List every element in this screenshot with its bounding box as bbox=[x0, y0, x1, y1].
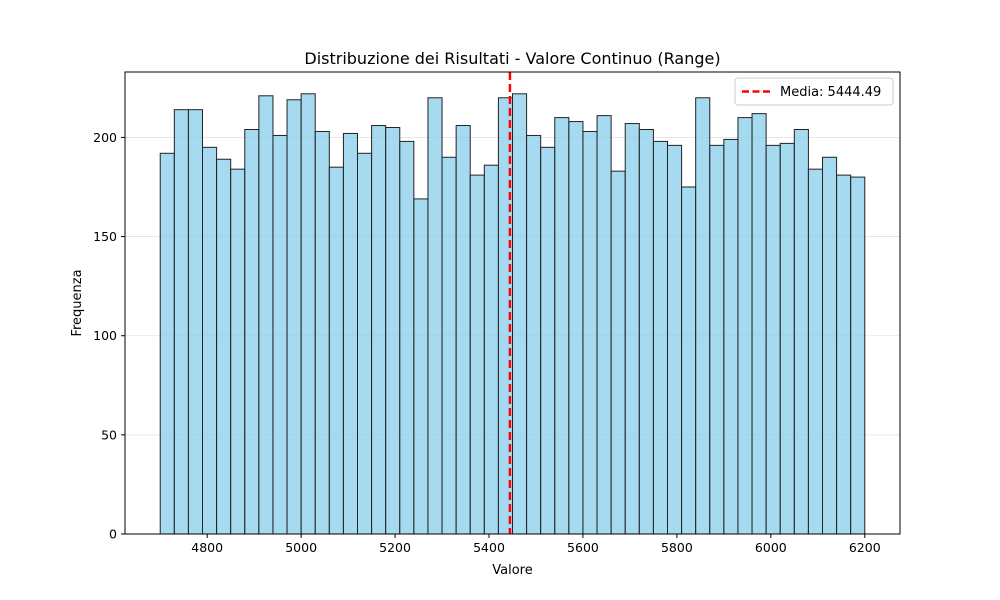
histogram-bar bbox=[765, 144, 781, 535]
y-tick-label: 150 bbox=[93, 229, 117, 244]
histogram-bar bbox=[610, 170, 626, 535]
histogram-bar bbox=[159, 152, 175, 535]
histogram-bar bbox=[850, 176, 866, 535]
histogram-bar bbox=[582, 130, 598, 535]
histogram-bar bbox=[385, 127, 401, 535]
histogram-bar bbox=[427, 97, 443, 535]
x-tick-label: 5400 bbox=[473, 540, 505, 555]
histogram-bar bbox=[314, 130, 330, 535]
histogram-bar bbox=[681, 186, 697, 535]
plot-area-frame bbox=[124, 71, 901, 535]
histogram-bar bbox=[512, 93, 528, 535]
y-tick-label: 50 bbox=[101, 427, 117, 442]
histogram-bar bbox=[793, 129, 809, 535]
legend-box bbox=[734, 77, 894, 106]
histogram-bar bbox=[371, 125, 387, 535]
histogram-bar bbox=[258, 95, 274, 535]
histogram-bar bbox=[173, 109, 189, 535]
histogram-bar bbox=[286, 99, 302, 535]
histogram-bar bbox=[526, 134, 542, 535]
legend-mean-label: Media: 5444.49 bbox=[780, 85, 881, 100]
histogram-bar bbox=[357, 152, 373, 535]
histogram-bar bbox=[483, 164, 499, 535]
histogram-bars bbox=[159, 93, 866, 535]
x-tick-label: 5600 bbox=[567, 540, 599, 555]
histogram-bar bbox=[638, 129, 654, 535]
histogram-bar bbox=[187, 109, 203, 535]
x-tick-label: 4800 bbox=[191, 540, 223, 555]
histogram-bar bbox=[216, 158, 232, 535]
x-tick-label: 5000 bbox=[285, 540, 317, 555]
histogram-bar bbox=[822, 156, 838, 535]
histogram-bar bbox=[540, 146, 556, 535]
y-axis-title: Frequenza bbox=[70, 269, 85, 336]
x-axis-title: Valore bbox=[492, 563, 532, 578]
histogram-bar bbox=[300, 93, 316, 535]
histogram-bar bbox=[807, 168, 824, 535]
histogram-bar bbox=[737, 117, 753, 535]
histogram-bar bbox=[667, 144, 683, 535]
histogram-bar bbox=[244, 129, 260, 535]
histogram-bar bbox=[455, 125, 471, 535]
x-tick-label: 6200 bbox=[849, 540, 881, 555]
histogram-bar bbox=[342, 132, 358, 535]
histogram-bar bbox=[652, 140, 669, 535]
y-tick-label: 100 bbox=[93, 328, 117, 343]
y-tick-label: 200 bbox=[93, 130, 117, 145]
legend: Media: 5444.49 bbox=[734, 77, 894, 106]
histogram-bar bbox=[836, 174, 852, 535]
histogram-bar bbox=[328, 166, 344, 535]
chart-title: Distribuzione dei Risultati - Valore Con… bbox=[304, 49, 720, 68]
histogram-bar bbox=[441, 156, 457, 535]
y-axis: 0 50 100 150 200 bbox=[93, 130, 125, 542]
x-tick-label: 5200 bbox=[379, 540, 411, 555]
histogram-bar bbox=[568, 121, 584, 535]
histogram-bar bbox=[202, 146, 218, 535]
histogram-bar bbox=[709, 144, 725, 535]
histogram-bar bbox=[554, 117, 570, 535]
histogram-bar bbox=[230, 168, 246, 535]
histogram-bar bbox=[272, 134, 288, 535]
histogram-bar bbox=[723, 138, 739, 535]
x-tick-label: 5800 bbox=[661, 540, 693, 555]
histogram-bar bbox=[695, 97, 711, 535]
histogram-bar bbox=[779, 142, 795, 535]
y-tick-label: 0 bbox=[109, 527, 117, 542]
x-tick-label: 6000 bbox=[755, 540, 787, 555]
x-axis: 4800 5000 5200 5400 5600 5800 6000 6200 bbox=[191, 534, 881, 555]
histogram-bar bbox=[399, 140, 415, 535]
histogram-bar bbox=[624, 123, 640, 535]
histogram-bar bbox=[469, 174, 485, 535]
histogram-bar bbox=[413, 198, 429, 535]
histogram-bar bbox=[751, 113, 767, 535]
histogram-bar bbox=[596, 115, 612, 535]
